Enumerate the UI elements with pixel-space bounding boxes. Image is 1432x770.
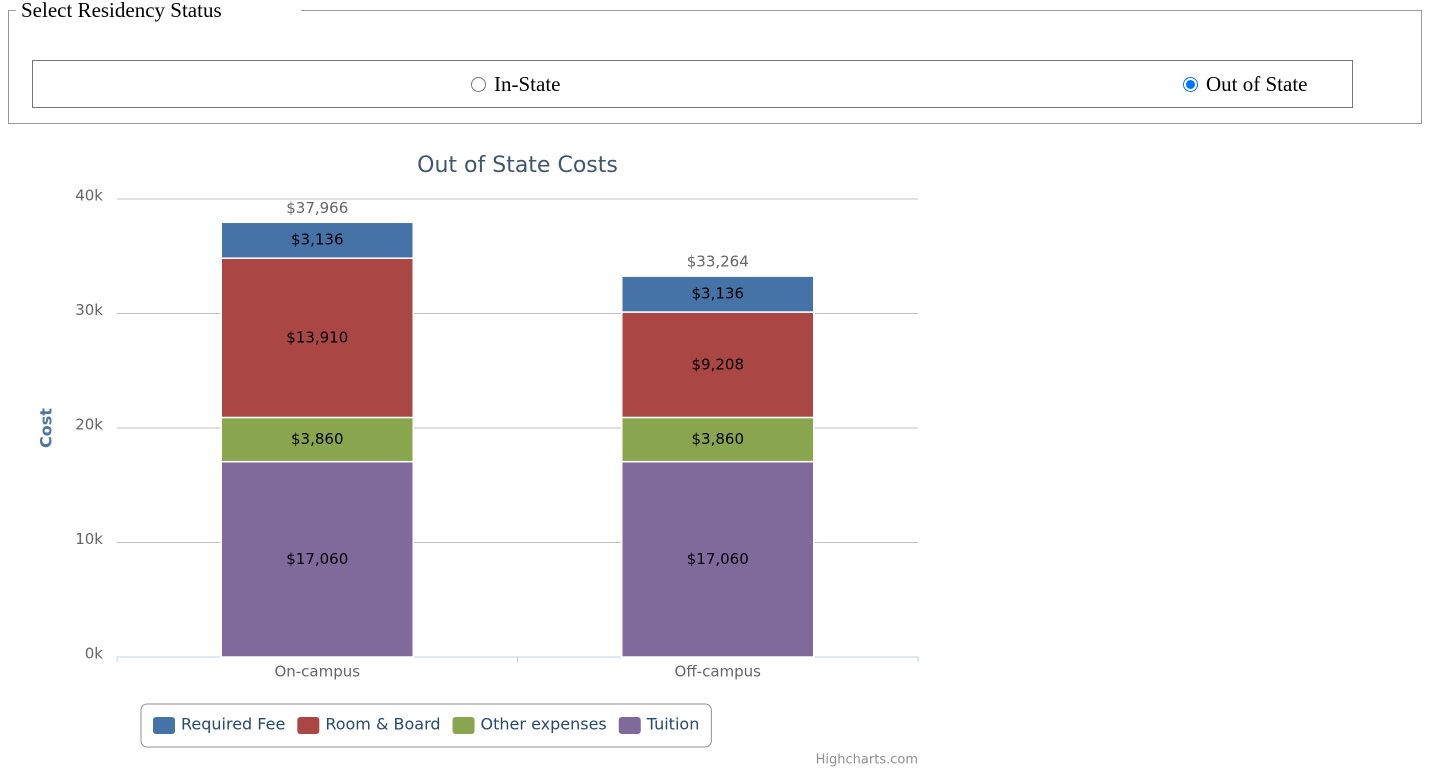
bar-segment [220,416,414,463]
data-label: $3,860 [291,430,344,448]
data-label: $17,060 [687,550,749,568]
bar-segment [220,257,414,419]
total-label: $37,966 [286,199,348,217]
data-label: $17,060 [286,550,348,568]
radio[interactable] [1183,76,1198,92]
bar-segment [220,221,414,259]
legend-swatch [297,717,320,734]
radio-label[interactable]: In-State [494,71,561,96]
legend-swatch [153,717,175,734]
data-label: $3,136 [291,231,344,249]
legend-label: Required Fee [181,715,285,734]
bar-segment [621,275,815,313]
legend-swatch [452,717,475,734]
fieldset-border [301,10,1422,11]
credits: Highcharts.com [816,753,918,768]
y-tick-label: 40k [75,187,103,205]
radio-group: In-State Out of State [32,60,1353,108]
legend-box [140,703,712,748]
data-label: $3,860 [692,430,745,448]
radio[interactable] [471,76,486,92]
legend-label: Tuition [646,715,700,734]
x-tick-label: On-campus [274,663,360,681]
chart: Out of State Costs Cost 0k 10k 20k 30k 40k On-c… [37,153,919,768]
y-tick-label: 20k [75,416,103,434]
data-label: $3,136 [692,285,745,303]
fieldset-border [8,10,16,11]
legend-label: Other expenses [481,715,607,734]
y-axis-title: Cost [37,408,56,448]
data-label: $9,208 [692,355,745,373]
radio-option[interactable]: Out of State [1183,61,1307,107]
residency-fieldset: Select Residency Status In-State Out of … [8,0,1422,124]
y-tick-label: 10k [75,530,103,548]
y-tick-label: 30k [75,301,103,319]
legend: Required Fee Room & Board Other expenses Tu… [140,703,712,748]
radio-label[interactable]: Out of State [1206,71,1308,96]
bar-segment [220,460,414,658]
total-label: $33,264 [687,253,749,271]
x-tick-label: Off-campus [675,663,762,681]
legend-label: Room & Board [325,715,440,734]
data-label: $13,910 [286,328,348,346]
radio-option[interactable]: In-State [471,61,560,107]
fieldset-legend: Select Residency Status [21,0,222,22]
bar-segment [621,460,815,658]
legend-swatch [618,717,641,734]
chart-title: Out of State Costs [417,153,618,178]
y-tick-label: 0k [85,645,104,663]
